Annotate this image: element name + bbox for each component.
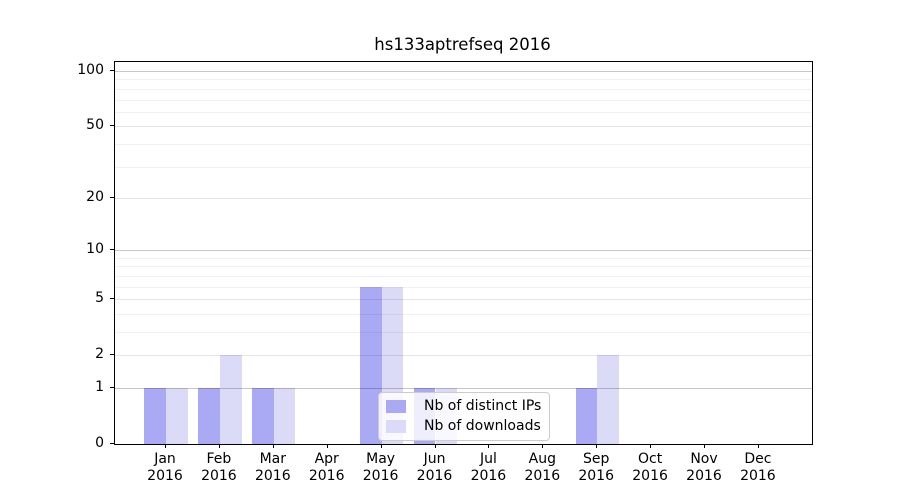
gridline-80 xyxy=(115,88,812,90)
gridline-1 xyxy=(115,387,812,389)
x-tick-mark-apr xyxy=(326,444,328,448)
x-tick-label-apr: Apr 2016 xyxy=(308,451,345,484)
y-tick-mark-2 xyxy=(110,354,114,355)
gridline-5 xyxy=(115,299,812,301)
legend-row-downloads: Nb of downloads xyxy=(386,419,541,434)
bar-jan-distinct-ips xyxy=(144,388,166,444)
y-tick-mark-20 xyxy=(110,197,114,198)
y-tick-mark-100 xyxy=(110,70,114,71)
bar-feb-distinct-ips xyxy=(198,388,220,444)
x-tick-label-jan: Jan 2016 xyxy=(147,451,183,484)
gridline-30 xyxy=(115,166,812,168)
gridline-7 xyxy=(115,275,812,277)
y-tick-mark-0 xyxy=(110,443,114,444)
x-tick-mark-jun xyxy=(434,444,436,448)
x-tick-label-aug: Aug 2016 xyxy=(524,451,561,484)
x-tick-label-feb: Feb 2016 xyxy=(201,451,237,484)
bar-may-distinct-ips xyxy=(359,286,382,444)
x-tick-label-mar: Mar 2016 xyxy=(254,451,291,484)
y-tick-mark-50 xyxy=(110,125,114,126)
legend-swatch-downloads xyxy=(386,420,406,433)
y-tick-label-0: 0 xyxy=(95,435,104,451)
bar-mar-downloads xyxy=(273,388,296,444)
gridline-6 xyxy=(115,286,812,288)
gridline-60 xyxy=(115,111,812,113)
x-tick-mark-sep xyxy=(596,444,598,448)
legend-label-distinct-ips: Nb of distinct IPs xyxy=(424,398,542,414)
x-tick-mark-oct xyxy=(650,444,652,448)
x-tick-mark-feb xyxy=(218,444,220,448)
bar-feb-downloads xyxy=(219,355,242,444)
x-tick-mark-may xyxy=(380,444,382,448)
x-tick-label-jul: Jul 2016 xyxy=(470,451,507,484)
bar-sep-downloads xyxy=(597,355,619,444)
plot-area xyxy=(114,61,813,445)
x-tick-mark-nov xyxy=(704,444,705,448)
x-tick-mark-jul xyxy=(488,444,490,448)
y-tick-label-100: 100 xyxy=(77,62,104,79)
legend: Nb of distinct IPs Nb of downloads xyxy=(378,392,551,441)
y-tick-mark-1 xyxy=(110,387,114,388)
legend-row-distinct-ips: Nb of distinct IPs xyxy=(386,399,541,414)
y-tick-mark-10 xyxy=(110,249,114,250)
x-tick-label-oct: Oct 2016 xyxy=(632,451,668,484)
gridline-10 xyxy=(115,250,812,252)
gridline-100 xyxy=(115,71,812,73)
bar-mar-distinct-ips xyxy=(252,388,274,444)
y-tick-label-2: 2 xyxy=(95,346,104,363)
gridline-50 xyxy=(115,126,812,128)
y-tick-label-10: 10 xyxy=(86,241,104,258)
x-tick-label-nov: Nov 2016 xyxy=(686,451,722,484)
y-tick-mark-5 xyxy=(110,298,114,299)
gridline-8 xyxy=(115,266,812,268)
gridline-3 xyxy=(115,331,812,333)
gridline-90 xyxy=(115,79,812,81)
x-tick-label-dec: Dec 2016 xyxy=(740,451,776,484)
gridline-40 xyxy=(115,143,812,145)
x-tick-mark-mar xyxy=(272,444,274,448)
legend-swatch-distinct-ips xyxy=(386,400,406,413)
x-tick-mark-aug xyxy=(542,444,544,448)
y-tick-label-5: 5 xyxy=(95,290,104,307)
y-tick-label-20: 20 xyxy=(86,188,104,205)
legend-label-downloads: Nb of downloads xyxy=(424,418,541,434)
gridline-4 xyxy=(115,313,812,315)
gridline-9 xyxy=(115,257,812,259)
x-tick-mark-dec xyxy=(757,444,759,448)
y-tick-label-1: 1 xyxy=(95,378,104,395)
gridline-20 xyxy=(115,197,812,199)
x-tick-label-may: May 2016 xyxy=(362,451,399,484)
bar-sep-distinct-ips xyxy=(575,388,598,444)
bar-jan-downloads xyxy=(166,388,188,444)
x-tick-label-jun: Jun 2016 xyxy=(416,451,453,484)
gridline-2 xyxy=(115,355,812,357)
x-tick-label-sep: Sep 2016 xyxy=(578,451,614,484)
chart-title: hs133aptrefseq 2016 xyxy=(374,35,551,54)
x-tick-mark-jan xyxy=(165,444,166,448)
y-tick-label-50: 50 xyxy=(86,117,104,134)
gridline-70 xyxy=(115,99,812,101)
